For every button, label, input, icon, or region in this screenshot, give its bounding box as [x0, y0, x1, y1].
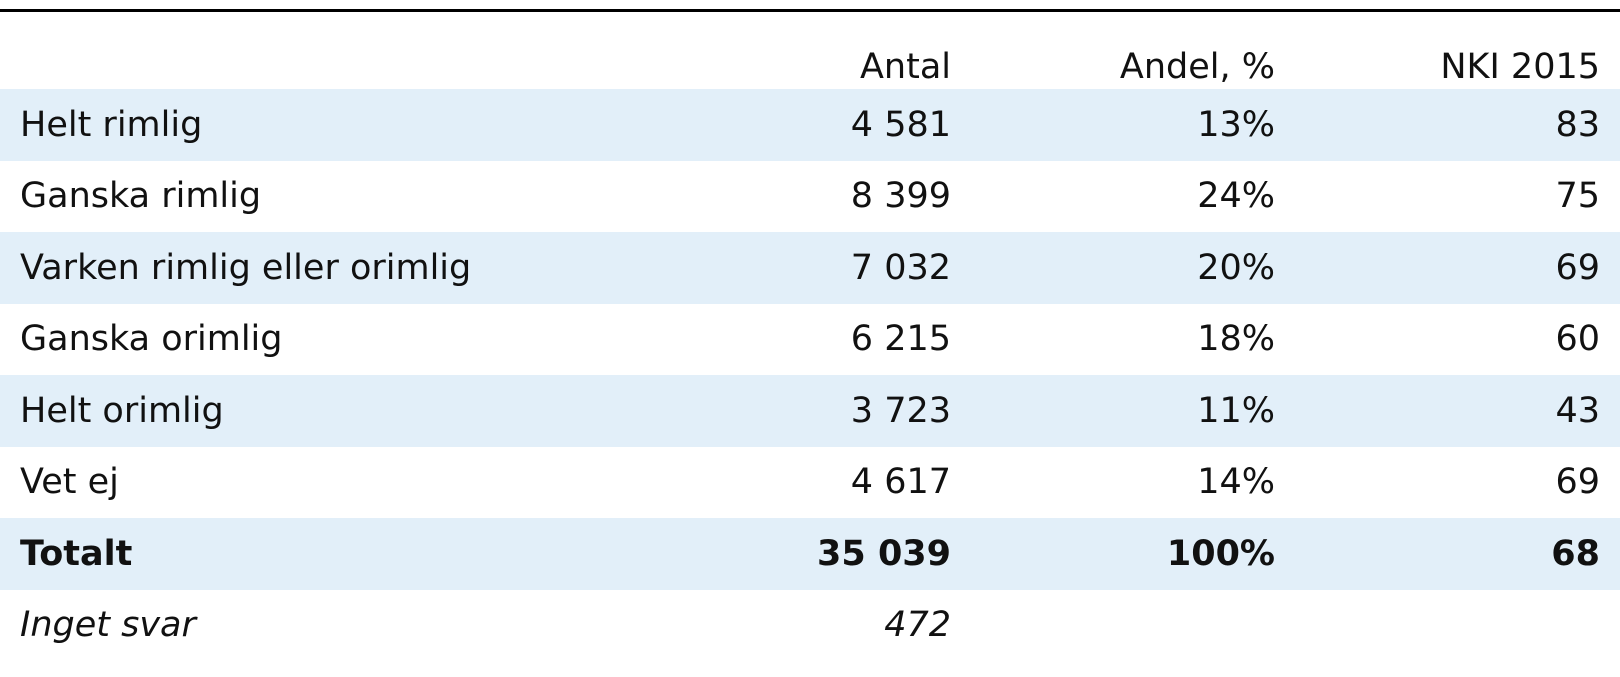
header-nki: NKI 2015 [1440, 47, 1600, 87]
total-label: Totalt [20, 533, 133, 574]
row-label: Ganska rimlig [20, 176, 262, 217]
row-antal: 6 215 [850, 319, 951, 360]
row-antal: 4 581 [850, 104, 951, 145]
row-nki: 43 [1555, 390, 1600, 431]
no-answer-antal: 472 [884, 605, 951, 646]
table-total-row: Totalt 35 039 100% 68 [0, 518, 1620, 590]
table-row: Ganska rimlig 8 399 24% 75 [0, 161, 1620, 233]
total-antal: 35 039 [817, 533, 951, 574]
table-row: Helt rimlig 4 581 13% 83 [0, 89, 1620, 161]
results-table: Antal Andel, % NKI 2015 Helt rimlig 4 58… [0, 20, 1620, 661]
row-nki: 75 [1555, 176, 1600, 217]
row-nki: 83 [1555, 104, 1600, 145]
row-andel: 11% [1197, 390, 1275, 431]
row-nki: 69 [1555, 462, 1600, 503]
table-top-rule [0, 9, 1620, 12]
row-andel: 13% [1197, 104, 1275, 145]
no-answer-label: Inget svar [20, 605, 196, 646]
row-antal: 7 032 [850, 247, 951, 288]
row-nki: 69 [1555, 247, 1600, 288]
row-antal: 8 399 [850, 176, 951, 217]
row-label: Helt rimlig [20, 104, 203, 145]
row-label: Helt orimlig [20, 390, 224, 431]
header-antal: Antal [859, 47, 951, 87]
row-andel: 18% [1197, 319, 1275, 360]
table-row: Vet ej 4 617 14% 69 [0, 447, 1620, 519]
row-andel: 14% [1197, 462, 1275, 503]
row-antal: 4 617 [850, 462, 951, 503]
row-label: Vet ej [20, 462, 119, 503]
table-no-answer-row: Inget svar 472 [0, 590, 1620, 662]
table-row: Helt orimlig 3 723 11% 43 [0, 375, 1620, 447]
table-row: Ganska orimlig 6 215 18% 60 [0, 304, 1620, 376]
row-label: Ganska orimlig [20, 319, 283, 360]
total-andel: 100% [1166, 533, 1275, 574]
header-andel: Andel, % [1119, 47, 1275, 87]
row-nki: 60 [1555, 319, 1600, 360]
row-andel: 24% [1197, 176, 1275, 217]
table-header-row: Antal Andel, % NKI 2015 [0, 20, 1620, 89]
total-nki: 68 [1551, 533, 1600, 574]
row-label: Varken rimlig eller orimlig [20, 247, 472, 288]
row-andel: 20% [1197, 247, 1275, 288]
row-antal: 3 723 [850, 390, 951, 431]
table-row: Varken rimlig eller orimlig 7 032 20% 69 [0, 232, 1620, 304]
